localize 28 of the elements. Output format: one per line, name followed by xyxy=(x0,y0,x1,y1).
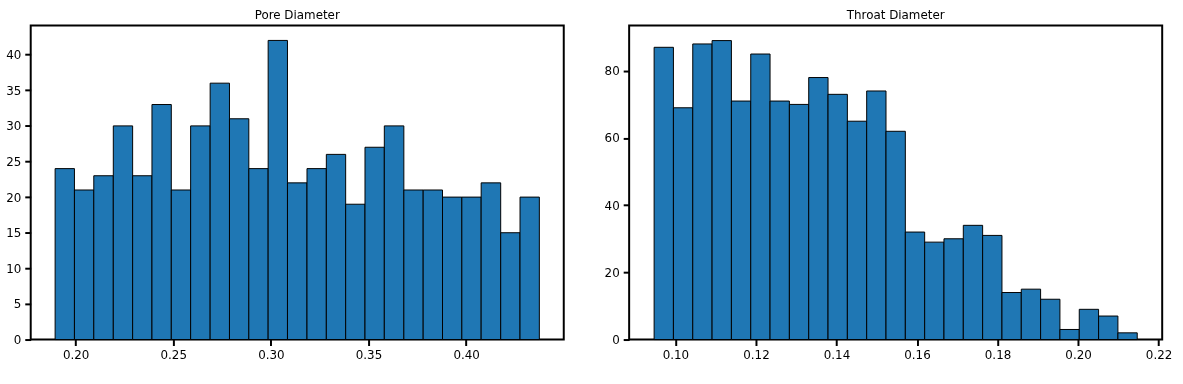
y-tick-label: 80 xyxy=(604,64,620,79)
x-tick-label: 0.35 xyxy=(355,347,383,362)
x-tick-label: 0.20 xyxy=(62,347,90,362)
x-tick-label: 0.10 xyxy=(662,347,690,362)
x-tick-label: 0.16 xyxy=(904,347,931,362)
x-tick-label: 0.25 xyxy=(160,347,187,362)
x-tick-label: 0.20 xyxy=(1065,347,1092,362)
y-tick-label: 0 xyxy=(612,333,620,348)
x-tick-label: 0.12 xyxy=(743,347,770,362)
y-tick-label: 15 xyxy=(6,226,22,241)
y-tick-label: 40 xyxy=(604,198,620,213)
y-tick-label: 5 xyxy=(13,297,22,312)
x-tick-label: 0.30 xyxy=(258,347,285,362)
chart-title: Throat Diameter xyxy=(845,7,945,22)
y-tick-label: 20 xyxy=(6,190,22,205)
x-tick-label: 0.14 xyxy=(823,347,851,362)
x-tick-label: 0.22 xyxy=(1145,347,1173,362)
y-tick-label: 10 xyxy=(6,261,22,276)
y-tick-label: 20 xyxy=(604,265,620,280)
y-tick-label: 0 xyxy=(13,333,22,348)
y-tick-label: 25 xyxy=(6,154,22,169)
y-tick-label: 30 xyxy=(6,119,22,134)
y-tick-label: 40 xyxy=(6,48,22,63)
y-tick-label: 35 xyxy=(6,83,22,98)
x-tick-label: 0.40 xyxy=(453,347,480,362)
y-tick-label: 60 xyxy=(604,131,620,146)
x-tick-label: 0.18 xyxy=(984,347,1012,362)
chart-title: Pore Diameter xyxy=(254,7,340,22)
